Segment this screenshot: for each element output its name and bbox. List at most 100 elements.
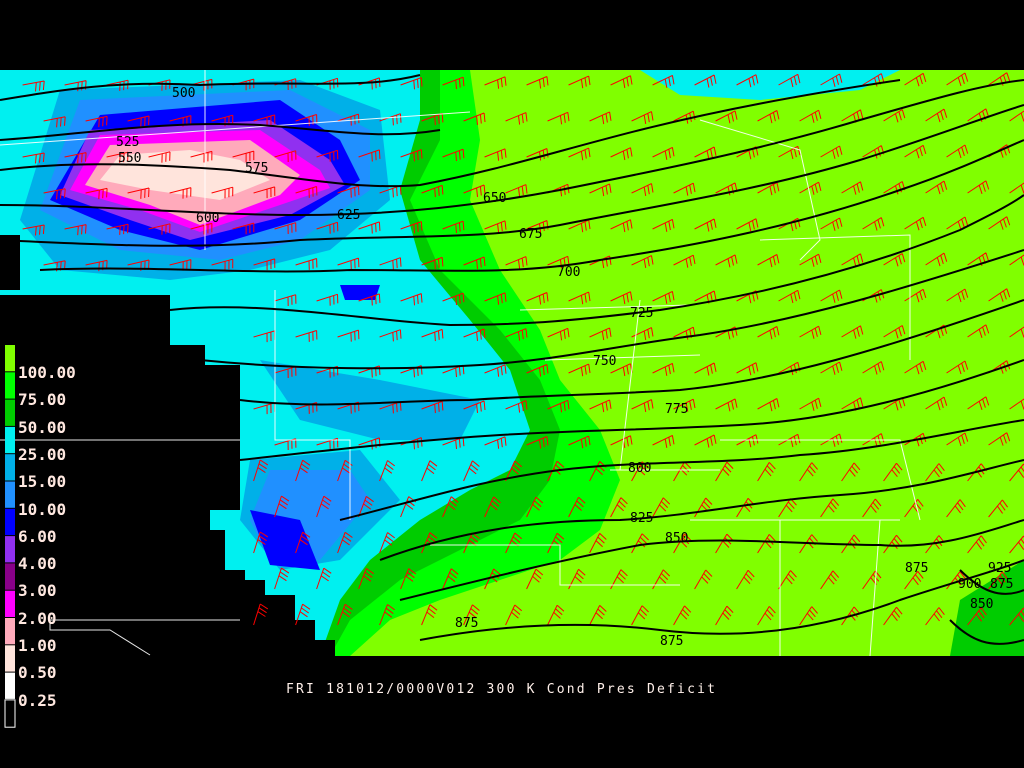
wind-barb [379,185,402,198]
wind-barb [757,182,780,196]
wind-barb [694,434,717,448]
wind-barb [841,181,864,195]
contour-label: 825 [630,511,653,526]
wind-barb [484,220,507,233]
legend-label: 3.00 [18,581,57,601]
wind-barb [757,534,776,554]
contour-label: 900 [958,577,981,592]
wind-barb [589,533,607,554]
wind-barb [946,571,966,590]
wind-barb [358,567,374,590]
wind-barb [43,116,66,128]
legend-label: 0.25 [18,690,57,710]
wind-barb [778,361,801,376]
wind-barb [673,461,692,482]
wind-barb [631,255,654,268]
wind-barb [610,75,633,89]
wind-barb [442,148,465,162]
wind-barb [169,187,192,199]
wind-barb [694,362,717,376]
wind-barb [568,219,591,233]
wind-barb [442,568,459,590]
wind-barb [673,605,692,626]
contour-label: 575 [245,161,268,176]
wind-barb [841,253,864,267]
wind-barb [967,108,990,122]
wind-barb [925,108,948,123]
wind-barb [526,220,549,233]
wind-barb [379,329,402,342]
wind-barb [652,434,675,448]
wind-barb [652,74,675,88]
wind-barb [862,361,885,375]
wind-barb [43,188,66,200]
wind-barb [127,259,150,271]
wind-barb [820,73,843,87]
wind-barb [631,183,654,196]
wind-barb [715,254,738,268]
wind-barb [421,604,438,626]
wind-barb [736,362,759,376]
wind-barb [337,329,360,342]
wind-barb [757,326,780,340]
wind-barb [883,606,903,626]
wind-barb [631,399,654,412]
wind-barb [799,462,818,482]
wind-barb [421,184,444,198]
wind-barb [715,326,738,340]
wind-barb [211,186,234,199]
wind-barb [211,258,234,271]
legend-swatch [5,454,15,481]
legend-swatch [5,590,15,617]
wind-barb [316,495,332,518]
wind-barb [337,185,360,198]
contour-label: 675 [519,227,542,242]
wind-barb [148,151,171,163]
wind-barb [484,436,507,449]
wind-barb [820,498,840,518]
wind-barb [631,327,654,340]
wind-barb [463,400,486,413]
wind-barb [841,462,861,482]
wind-barb [253,531,269,554]
wind-barb [358,221,381,234]
wind-barb [1009,398,1024,410]
wind-barb [652,290,675,304]
wind-barb [652,497,671,518]
wind-barb [316,221,339,234]
wind-barb [22,80,45,92]
wind-barb [778,289,801,304]
wind-barb [652,218,675,232]
wind-barb [883,397,906,411]
wind-barb [862,73,885,87]
wind-barb [967,535,987,554]
wind-barb [547,255,570,269]
wind-barb [316,365,339,378]
wind-barb [757,398,780,412]
legend-label: 10.00 [18,499,67,519]
wind-barb [799,325,822,339]
legend-label: 100.00 [18,363,76,382]
wind-barb [400,77,423,90]
wind-barb [820,570,840,590]
wind-barb [925,463,945,482]
contour-label: 550 [118,151,141,166]
wind-barb [400,365,423,378]
wind-barb [421,328,444,342]
wind-barb [253,258,276,271]
wind-barb [904,144,927,159]
contour-label: 875 [905,561,928,576]
contour-label: 875 [990,577,1013,592]
legend-swatch [5,372,15,399]
wind-barb [526,496,544,518]
wind-barb [589,399,612,413]
legend-label: 75.00 [18,390,67,410]
contour-label: 750 [593,354,616,369]
wind-barb [631,533,649,554]
wind-barb [883,253,906,267]
wind-barb [757,606,776,626]
wind-barb [883,325,906,339]
legend-label: 4.00 [18,554,57,574]
wind-barb [946,144,969,159]
wind-barb [379,257,402,270]
